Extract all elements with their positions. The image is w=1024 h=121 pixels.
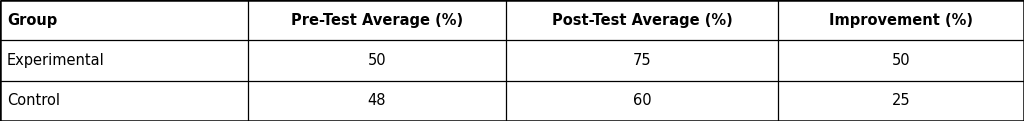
- Text: Improvement (%): Improvement (%): [829, 13, 973, 28]
- Text: Group: Group: [7, 13, 57, 28]
- Text: 25: 25: [892, 93, 910, 108]
- Text: 75: 75: [633, 53, 651, 68]
- Text: 50: 50: [368, 53, 386, 68]
- Text: Post-Test Average (%): Post-Test Average (%): [552, 13, 732, 28]
- Text: 60: 60: [633, 93, 651, 108]
- Text: Pre-Test Average (%): Pre-Test Average (%): [291, 13, 463, 28]
- Text: 50: 50: [892, 53, 910, 68]
- Text: Experimental: Experimental: [7, 53, 104, 68]
- Text: 48: 48: [368, 93, 386, 108]
- Text: Control: Control: [7, 93, 60, 108]
